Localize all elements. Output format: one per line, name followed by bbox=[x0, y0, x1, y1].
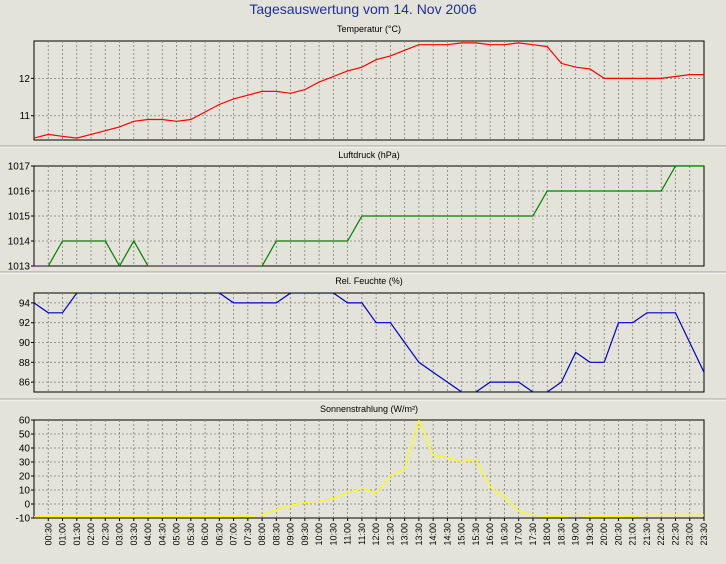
x-tick-label: 00:30 bbox=[43, 523, 53, 546]
x-tick-label: 13:30 bbox=[414, 523, 424, 546]
x-tick-label: 09:30 bbox=[300, 523, 310, 546]
y-tick-label: 1013 bbox=[8, 262, 31, 273]
x-tick-label: 04:00 bbox=[143, 523, 153, 546]
x-tick-label: 03:30 bbox=[129, 523, 139, 546]
chart-panel-2: Luftdruck (hPa) 1013 1014 1015 1016 1017 bbox=[8, 150, 705, 273]
x-tick-label: 06:30 bbox=[214, 523, 224, 546]
x-tick-label: 15:00 bbox=[457, 523, 467, 546]
y-tick-label: 12 bbox=[19, 74, 31, 85]
y-tick-label: 1015 bbox=[8, 212, 31, 223]
x-tick-label: 12:00 bbox=[371, 523, 381, 546]
x-tick-label: 16:00 bbox=[485, 523, 495, 546]
x-tick-label: 15:30 bbox=[471, 523, 481, 546]
x-tick-label: 20:30 bbox=[613, 523, 623, 546]
series-line bbox=[34, 166, 704, 266]
x-tick-label: 01:30 bbox=[72, 523, 82, 546]
x-tick-label: 05:00 bbox=[172, 523, 182, 546]
x-tick-label: 16:30 bbox=[499, 523, 509, 546]
x-tick-label: 13:00 bbox=[400, 523, 410, 546]
chart-title: Luftdruck (hPa) bbox=[338, 150, 400, 160]
chart-panel-1: Temperatur (°C) 11 12 bbox=[19, 24, 705, 141]
series-line bbox=[34, 420, 704, 518]
x-tick-label: 08:30 bbox=[271, 523, 281, 546]
chart-title: Temperatur (°C) bbox=[337, 24, 401, 34]
x-tick-label: 17:00 bbox=[514, 523, 524, 546]
x-tick-label: 23:00 bbox=[685, 523, 695, 546]
chart-title: Rel. Feuchte (%) bbox=[335, 276, 403, 286]
plot-area bbox=[33, 419, 705, 519]
x-tick-label: 21:30 bbox=[642, 523, 652, 546]
x-tick-label: 19:00 bbox=[571, 523, 581, 546]
x-tick-label: 21:00 bbox=[628, 523, 638, 546]
x-tick-label: 10:30 bbox=[328, 523, 338, 546]
y-tick-label: -10 bbox=[16, 514, 31, 525]
x-tick-label: 17:30 bbox=[528, 523, 538, 546]
x-tick-label: 19:30 bbox=[585, 523, 595, 546]
x-tick-label: 08:00 bbox=[257, 523, 267, 546]
x-tick-label: 20:00 bbox=[599, 523, 609, 546]
y-tick-label: 50 bbox=[19, 430, 31, 441]
y-tick-label: 10 bbox=[19, 486, 31, 497]
x-tick-label: 11:00 bbox=[343, 523, 353, 545]
x-tick-label: 22:00 bbox=[656, 523, 666, 546]
series-line bbox=[34, 293, 704, 392]
x-tick-label: 12:30 bbox=[385, 523, 395, 546]
y-tick-label: 1017 bbox=[8, 162, 31, 173]
x-tick-label: 10:00 bbox=[314, 523, 324, 546]
x-tick-label: 18:30 bbox=[556, 523, 566, 546]
x-tick-label: 14:00 bbox=[428, 523, 438, 546]
y-tick-label: 88 bbox=[19, 358, 31, 369]
x-tick-label: 22:30 bbox=[670, 523, 680, 546]
series-line bbox=[34, 42, 704, 139]
y-tick-label: 60 bbox=[19, 416, 31, 427]
x-tick-label: 05:30 bbox=[186, 523, 196, 546]
y-tick-label: 90 bbox=[19, 338, 31, 349]
y-tick-label: 40 bbox=[19, 444, 31, 455]
x-tick-label: 06:00 bbox=[200, 523, 210, 546]
x-tick-label: 04:30 bbox=[157, 523, 167, 546]
chart-title: Sonnenstrahlung (W/m²) bbox=[320, 404, 418, 414]
chart-panel-4: Sonnenstrahlung (W/m²) -10 0 10 20 30 40 50 60 bbox=[16, 404, 705, 525]
x-tick-label: 11:30 bbox=[357, 523, 367, 545]
x-tick-label: 03:00 bbox=[115, 523, 125, 546]
chart-panel-3: Rel. Feuchte (%) 86 88 90 92 94 bbox=[19, 276, 705, 393]
y-tick-label: 1016 bbox=[8, 187, 31, 198]
x-tick-label: 02:30 bbox=[100, 523, 110, 546]
x-tick-label: 07:30 bbox=[243, 523, 253, 546]
y-tick-label: 0 bbox=[24, 500, 30, 511]
y-tick-label: 30 bbox=[19, 458, 31, 469]
y-tick-label: 92 bbox=[19, 318, 31, 329]
y-tick-label: 94 bbox=[19, 298, 31, 309]
x-tick-label: 09:00 bbox=[286, 523, 296, 546]
y-tick-label: 86 bbox=[19, 378, 31, 389]
y-tick-label: 11 bbox=[20, 111, 31, 122]
y-tick-label: 20 bbox=[19, 472, 31, 483]
x-tick-label: 01:00 bbox=[58, 523, 68, 546]
x-tick-label: 07:00 bbox=[229, 523, 239, 546]
x-tick-label: 02:00 bbox=[86, 523, 96, 546]
x-tick-label: 14:30 bbox=[442, 523, 452, 546]
x-axis: 00:30 01:00 01:30 02:00 02:30 03:00 03:30 04:00… bbox=[43, 518, 709, 546]
page-title: Tagesauswertung vom 14. Nov 2006 bbox=[249, 1, 477, 17]
y-tick-label: 1014 bbox=[8, 237, 31, 248]
x-tick-label: 18:00 bbox=[542, 523, 552, 546]
x-tick-label: 23:30 bbox=[699, 523, 709, 546]
plot-area bbox=[33, 292, 705, 393]
plot-area bbox=[33, 40, 705, 141]
